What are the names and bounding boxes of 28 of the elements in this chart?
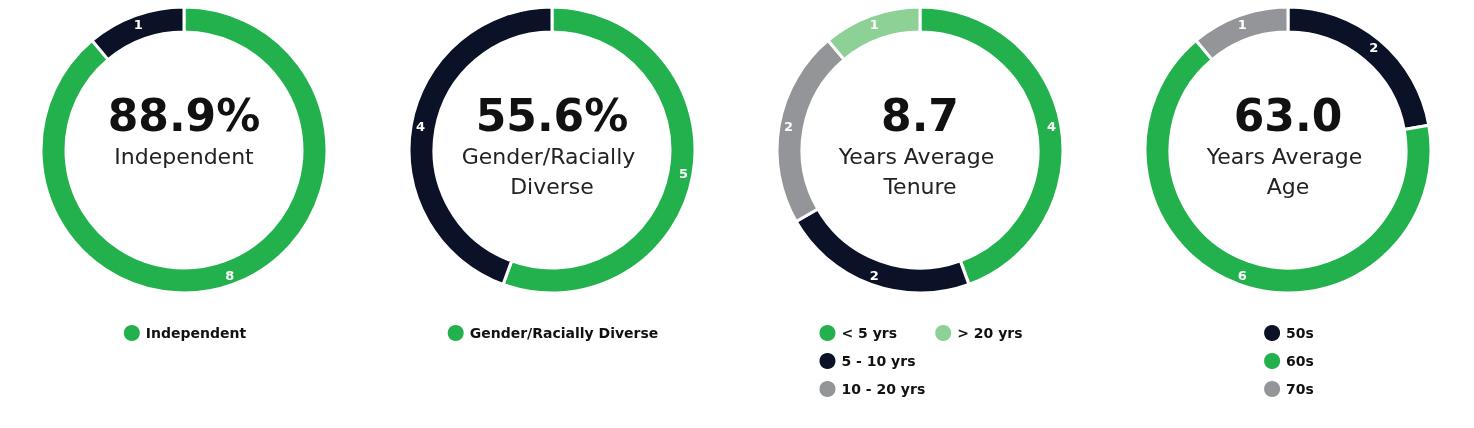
legend-label: 5 - 10 yrs xyxy=(841,353,916,369)
data-label: 8 xyxy=(225,267,235,283)
data-label: 2 xyxy=(1369,40,1379,56)
legend-label: 70s xyxy=(1286,381,1314,397)
data-label: 4 xyxy=(416,119,426,135)
data-label: 4 xyxy=(1046,119,1056,135)
legend-label: < 5 yrs xyxy=(841,325,898,341)
data-label: 2 xyxy=(869,267,879,283)
slice-label: Gender/Racially Diverse xyxy=(461,143,643,199)
text: Years Average Tenure xyxy=(837,143,1002,199)
legend-label: 50s xyxy=(1286,325,1314,341)
text: 88.9% xyxy=(107,89,261,141)
legend-label: > 20 yrs xyxy=(957,325,1023,341)
slice-label: Independent xyxy=(114,143,255,169)
data-label: 1 xyxy=(869,17,879,33)
text: 8.7 xyxy=(881,89,959,141)
legend-label: 10 - 20 yrs xyxy=(841,381,926,397)
text: 63.0 xyxy=(1233,89,1343,141)
text: 55.6% xyxy=(475,89,629,141)
text: Years Average Age xyxy=(1205,143,1370,199)
data-label: 1 xyxy=(1237,17,1247,33)
data-label: 1 xyxy=(133,17,143,33)
legend-label: Independent xyxy=(145,325,247,341)
data-label: 5 xyxy=(678,165,688,181)
legend-label: Gender/Racially Diverse xyxy=(469,325,659,341)
data-label: 2 xyxy=(784,119,794,135)
legend-label: 60s xyxy=(1286,353,1314,369)
data-label: 6 xyxy=(1237,267,1247,283)
